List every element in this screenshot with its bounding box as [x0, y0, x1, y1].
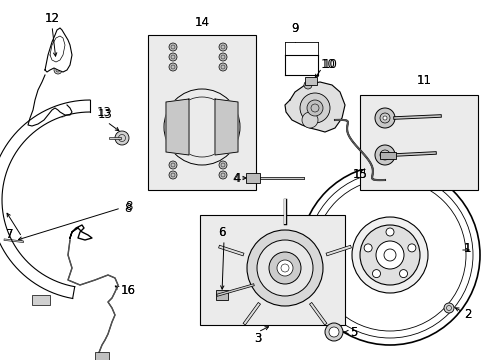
Text: 15: 15	[352, 168, 366, 181]
Text: 9: 9	[291, 22, 298, 35]
FancyBboxPatch shape	[305, 77, 316, 85]
Circle shape	[364, 244, 371, 252]
Circle shape	[374, 108, 394, 128]
Circle shape	[443, 303, 453, 313]
Circle shape	[169, 53, 177, 61]
Circle shape	[54, 66, 62, 74]
FancyBboxPatch shape	[216, 290, 227, 300]
Text: 12: 12	[44, 12, 60, 24]
Circle shape	[169, 171, 177, 179]
Circle shape	[302, 112, 317, 128]
Circle shape	[0, 234, 11, 246]
Text: 1: 1	[462, 242, 470, 255]
FancyBboxPatch shape	[95, 352, 109, 360]
Circle shape	[169, 161, 177, 169]
Circle shape	[57, 107, 67, 117]
FancyBboxPatch shape	[200, 215, 345, 325]
Text: 16: 16	[120, 284, 135, 297]
Text: 13: 13	[96, 105, 111, 118]
Text: 5: 5	[349, 325, 357, 338]
Text: 1: 1	[462, 242, 470, 255]
Circle shape	[385, 228, 393, 236]
Text: 12: 12	[44, 12, 60, 24]
Circle shape	[383, 249, 395, 261]
Circle shape	[219, 53, 226, 61]
Circle shape	[328, 327, 338, 337]
Circle shape	[268, 252, 301, 284]
Text: 15: 15	[352, 168, 366, 181]
Text: 10: 10	[320, 58, 335, 72]
Circle shape	[375, 241, 403, 269]
Circle shape	[169, 63, 177, 71]
FancyBboxPatch shape	[245, 173, 260, 183]
Circle shape	[276, 260, 292, 276]
Circle shape	[359, 225, 419, 285]
Circle shape	[374, 145, 394, 165]
Text: 6: 6	[218, 225, 225, 238]
Circle shape	[325, 323, 342, 341]
Circle shape	[169, 43, 177, 51]
Text: 11: 11	[416, 73, 430, 86]
Circle shape	[306, 100, 323, 116]
Text: 8: 8	[125, 201, 132, 213]
Text: 6: 6	[218, 225, 225, 238]
FancyBboxPatch shape	[148, 35, 256, 190]
Text: 4: 4	[232, 171, 239, 184]
Circle shape	[304, 81, 311, 89]
Circle shape	[219, 171, 226, 179]
Text: 9: 9	[291, 22, 298, 35]
Circle shape	[219, 161, 226, 169]
Circle shape	[407, 244, 415, 252]
FancyBboxPatch shape	[379, 152, 395, 159]
Text: 16: 16	[120, 284, 135, 297]
Circle shape	[382, 153, 386, 157]
Text: 14: 14	[194, 15, 209, 28]
FancyBboxPatch shape	[359, 95, 477, 190]
Polygon shape	[215, 99, 238, 155]
Circle shape	[382, 116, 386, 120]
Circle shape	[372, 270, 380, 278]
Text: 10: 10	[322, 58, 337, 72]
Circle shape	[399, 270, 407, 278]
Text: 7: 7	[6, 229, 14, 242]
Circle shape	[299, 93, 329, 123]
Polygon shape	[165, 99, 189, 155]
Text: 11: 11	[416, 73, 430, 86]
Polygon shape	[45, 28, 72, 72]
Text: 3: 3	[254, 332, 261, 345]
FancyBboxPatch shape	[32, 295, 50, 305]
Text: 8: 8	[124, 202, 131, 215]
Text: 14: 14	[194, 15, 209, 28]
Circle shape	[115, 131, 129, 145]
Text: 7: 7	[6, 229, 14, 242]
Polygon shape	[28, 75, 72, 126]
Circle shape	[257, 240, 312, 296]
Polygon shape	[0, 100, 90, 298]
Circle shape	[351, 217, 427, 293]
Text: 2: 2	[463, 309, 471, 321]
Polygon shape	[285, 82, 345, 132]
Circle shape	[246, 230, 323, 306]
Text: 13: 13	[98, 108, 112, 122]
Circle shape	[219, 63, 226, 71]
Text: 5: 5	[349, 325, 357, 338]
Text: 3: 3	[254, 332, 261, 345]
Text: 2: 2	[463, 309, 471, 321]
Circle shape	[219, 43, 226, 51]
Text: 4: 4	[233, 171, 240, 184]
